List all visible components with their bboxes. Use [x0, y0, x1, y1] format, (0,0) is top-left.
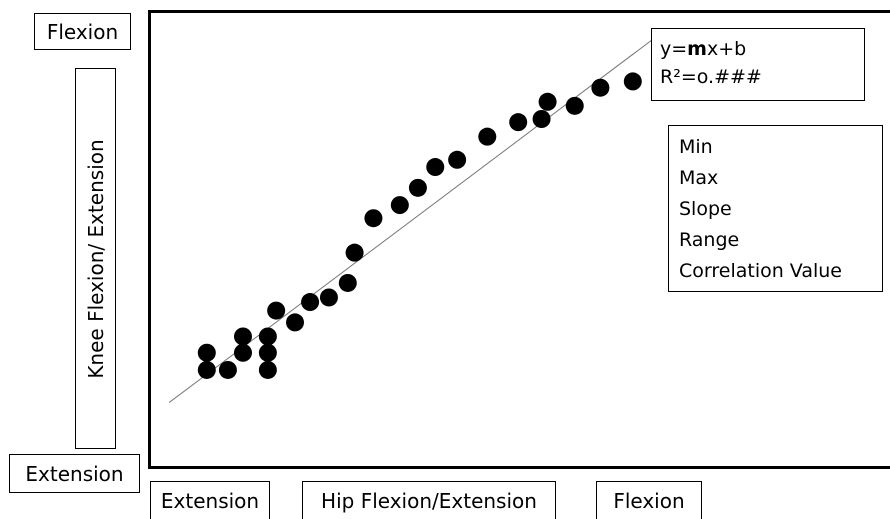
data-point — [538, 92, 557, 111]
y-bottom-label-text: Extension — [25, 461, 124, 486]
y-bottom-label: Extension — [9, 454, 140, 493]
stat-min: Min — [679, 136, 713, 158]
stats-box: Min Max Slope Range Correlation Value — [668, 125, 883, 292]
x-left-label-text: Extension — [160, 488, 260, 513]
stat-correlation-value: Correlation Value — [679, 260, 842, 282]
data-point — [267, 301, 286, 320]
x-right-label-text: Flexion — [613, 488, 685, 513]
equation-prefix: y= — [660, 38, 688, 60]
data-point — [319, 288, 338, 307]
stat-max: Max — [679, 167, 719, 189]
data-point — [408, 178, 427, 197]
equation-line: y=mx+b — [660, 35, 864, 63]
stat-range: Range — [679, 229, 740, 251]
data-point — [390, 196, 409, 215]
data-point — [448, 150, 467, 169]
data-point — [478, 127, 497, 146]
data-point — [565, 96, 584, 115]
x-left-label: Extension — [150, 481, 270, 519]
data-point — [233, 327, 252, 346]
data-point — [345, 243, 364, 262]
x-right-label: Flexion — [596, 481, 702, 519]
data-point — [233, 343, 252, 362]
r-squared-line: R²=o.### — [660, 66, 762, 88]
data-point — [426, 158, 445, 177]
data-point — [197, 343, 216, 362]
scatter-plot — [168, 35, 658, 403]
stat-slope: Slope — [679, 198, 732, 220]
data-point — [532, 110, 551, 129]
equation-suffix: x+b — [706, 38, 747, 60]
data-point — [338, 273, 357, 292]
data-point — [591, 78, 610, 97]
data-point — [258, 360, 277, 379]
data-point — [301, 293, 320, 312]
y-top-label: Flexion — [34, 13, 131, 50]
data-point — [218, 360, 237, 379]
data-point — [364, 209, 383, 228]
data-point — [258, 327, 277, 346]
y-axis-label: Knee Flexion/ Extension — [75, 68, 116, 449]
y-top-label-text: Flexion — [46, 19, 119, 44]
data-point — [286, 313, 305, 332]
y-axis-label-text: Knee Flexion/ Extension — [83, 138, 108, 379]
data-point — [258, 343, 277, 362]
data-point — [197, 360, 216, 379]
equation-slope-symbol: m — [687, 38, 707, 60]
x-axis-label-text: Hip Flexion/Extension — [321, 488, 537, 513]
equation-box: y=mx+b R²=o.### — [651, 28, 865, 101]
trendline — [168, 35, 658, 403]
data-point — [509, 113, 528, 132]
data-point — [623, 72, 642, 91]
x-axis-label: Hip Flexion/Extension — [302, 481, 556, 519]
